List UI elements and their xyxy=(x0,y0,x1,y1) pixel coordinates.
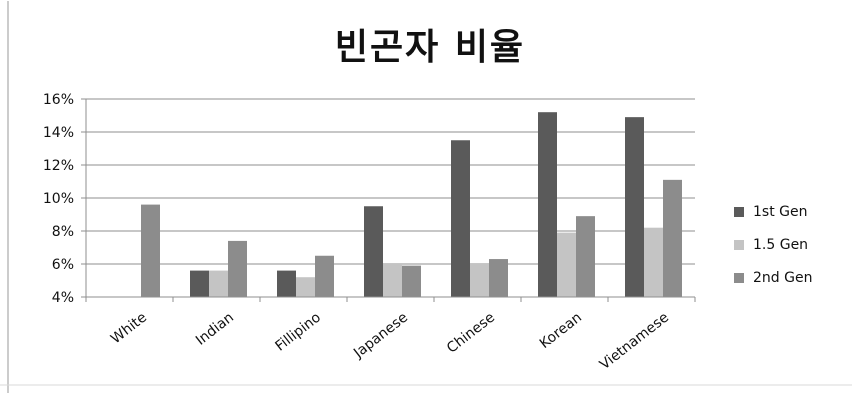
legend-item-1st-gen: 1st Gen xyxy=(734,195,812,228)
x-tick-label: Fillipino xyxy=(272,310,323,355)
bar-korean-1st-gen xyxy=(538,112,557,297)
y-tick-label: 14% xyxy=(43,125,74,141)
bar-japanese-1st-gen xyxy=(364,206,383,297)
legend-swatch xyxy=(734,239,744,250)
legend-swatch xyxy=(734,272,744,283)
y-tick-label: 4% xyxy=(52,290,74,306)
x-tick-label: Korean xyxy=(537,310,585,353)
legend: 1st Gen 1.5 Gen 2nd Gen xyxy=(734,195,812,294)
bar-vietnamese-1-5-gen xyxy=(644,227,663,297)
y-tick-label: 6% xyxy=(52,257,74,273)
bar-chinese-1st-gen xyxy=(451,140,470,297)
bar-japanese-1-5-gen xyxy=(383,264,402,297)
bar-indian-2nd-gen xyxy=(228,240,247,297)
bars xyxy=(141,112,682,298)
legend-item-1-5-gen: 1.5 Gen xyxy=(734,228,812,261)
x-tick-label: White xyxy=(108,310,150,348)
bar-fillipino-1-5-gen xyxy=(296,277,315,297)
bar-indian-1st-gen xyxy=(190,270,209,297)
bar-white-2nd-gen xyxy=(141,204,160,297)
bar-fillipino-1st-gen xyxy=(277,270,296,297)
y-tick-label: 10% xyxy=(43,191,74,207)
bar-indian-1-5-gen xyxy=(209,270,228,297)
legend-label: 2nd Gen xyxy=(753,269,813,286)
legend-swatch xyxy=(734,206,744,217)
y-tick-label: 16% xyxy=(43,92,74,108)
bar-vietnamese-1st-gen xyxy=(625,117,644,298)
y-tick-label: 12% xyxy=(43,158,74,174)
bar-vietnamese-2nd-gen xyxy=(663,179,682,297)
bar-fillipino-2nd-gen xyxy=(315,255,334,297)
bar-chinese-2nd-gen xyxy=(489,259,508,297)
legend-label: 1.5 Gen xyxy=(753,236,809,253)
x-tick-label: Vietnamese xyxy=(597,310,672,374)
legend-label: 1st Gen xyxy=(753,203,808,220)
x-tick-label: Indian xyxy=(193,310,237,349)
legend-item-2nd-gen: 2nd Gen xyxy=(734,261,812,294)
bar-chinese-1-5-gen xyxy=(470,264,489,297)
bar-korean-1-5-gen xyxy=(557,232,576,297)
bar-japanese-2nd-gen xyxy=(402,265,421,297)
x-tick-label: Chinese xyxy=(444,310,498,357)
y-tick-label: 8% xyxy=(52,224,74,240)
chart-title: 빈곤자 비율 xyxy=(334,27,526,68)
bar-korean-2nd-gen xyxy=(576,216,595,297)
x-tick-label: Japanese xyxy=(350,310,411,362)
